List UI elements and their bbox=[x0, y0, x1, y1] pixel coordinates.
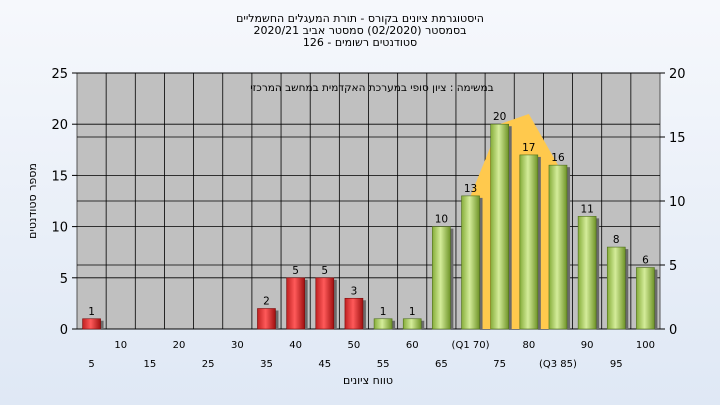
value-label: 3 bbox=[351, 285, 358, 297]
value-label: 1 bbox=[409, 306, 416, 318]
bar-60 bbox=[402, 318, 422, 330]
value-label: 5 bbox=[321, 265, 328, 277]
x-tick-label: (Q1 70) bbox=[452, 340, 490, 351]
x-tick-label: 5 bbox=[88, 359, 94, 370]
y-left-tick-label: 20 bbox=[51, 118, 68, 133]
value-label: 10 bbox=[435, 214, 448, 226]
value-label: 11 bbox=[580, 203, 593, 215]
bar-(Q1 70) bbox=[461, 195, 480, 330]
value-label: 13 bbox=[464, 183, 477, 195]
x-tick-label: 30 bbox=[231, 340, 244, 351]
x-tick-label: 75 bbox=[493, 359, 506, 370]
x-tick-label: 50 bbox=[348, 340, 361, 351]
bar-90 bbox=[577, 216, 597, 330]
value-label: 8 bbox=[613, 234, 620, 246]
bar-75 bbox=[490, 123, 509, 330]
value-label: 1 bbox=[380, 306, 387, 318]
bar-50 bbox=[344, 297, 364, 330]
chart-title-line-1: היסטוגרמת ציונים בקורס - תורת המעגלים הח… bbox=[236, 12, 484, 25]
bar-95 bbox=[606, 246, 626, 330]
y-right-tick-label: 5 bbox=[669, 259, 677, 274]
y-left-tick-label: 0 bbox=[60, 323, 68, 338]
y-left-tick-label: 10 bbox=[51, 221, 68, 236]
chart-title-line-3: סטודנטים רשומים - 126 bbox=[303, 36, 417, 49]
y-left-tick-label: 15 bbox=[51, 169, 68, 184]
y-left-tick-label: 5 bbox=[60, 272, 68, 287]
x-tick-label: 10 bbox=[114, 340, 127, 351]
y-right-tick-label: 20 bbox=[669, 67, 686, 82]
right-y-axis: 0 5 10 15 20 bbox=[660, 67, 686, 338]
chart-annotation: במשימה : ציון סופי במערכת האקדמית במחשב … bbox=[250, 82, 493, 94]
x-axis-label: טווח ציונים bbox=[343, 374, 393, 387]
value-label: 1 bbox=[88, 306, 95, 318]
chart-title-line-2: בסמסטר (02/2020) סמסטר אביב 2020/21 bbox=[253, 24, 466, 37]
x-tick-label: 25 bbox=[202, 359, 215, 370]
x-tick-label: 95 bbox=[610, 359, 623, 370]
bar-5 bbox=[82, 318, 101, 330]
y-right-tick-label: 0 bbox=[669, 323, 677, 338]
bar-80 bbox=[519, 154, 539, 330]
x-tick-label: 20 bbox=[173, 340, 186, 351]
x-tick-labels: 5 10 15 20 25 30 35 40 45 50 55 60 65 (Q1 70)75 80 (Q3 … bbox=[88, 340, 655, 370]
x-tick-label: 100 bbox=[636, 340, 655, 351]
x-tick-label: 40 bbox=[289, 340, 302, 351]
value-label: 5 bbox=[292, 265, 299, 277]
y-left-tick-label: 25 bbox=[51, 67, 68, 82]
y-axis-label: מספר סטודנטים bbox=[26, 163, 39, 239]
bar-(Q3 85) bbox=[548, 164, 568, 330]
value-label: 6 bbox=[642, 255, 649, 267]
x-tick-label: 80 bbox=[522, 340, 535, 351]
value-label: 20 bbox=[493, 111, 506, 123]
y-right-tick-label: 10 bbox=[669, 195, 686, 210]
gridlines bbox=[77, 72, 660, 330]
value-label: 17 bbox=[522, 142, 535, 154]
x-tick-label: 60 bbox=[406, 340, 419, 351]
y-right-tick-label: 15 bbox=[669, 131, 686, 146]
x-tick-label: 45 bbox=[318, 359, 331, 370]
bar-45 bbox=[315, 277, 335, 330]
x-tick-label: (Q3 85) bbox=[539, 359, 577, 370]
left-y-axis: 0 5 10 15 20 25 bbox=[51, 67, 77, 338]
value-label: 16 bbox=[551, 152, 565, 164]
bars bbox=[82, 123, 658, 330]
bar-40 bbox=[286, 277, 305, 330]
value-label: 2 bbox=[263, 296, 270, 308]
bar-55 bbox=[373, 318, 393, 330]
bar-100 bbox=[636, 267, 655, 330]
x-tick-label: 55 bbox=[377, 359, 390, 370]
x-tick-label: 15 bbox=[144, 359, 157, 370]
x-tick-label: 35 bbox=[260, 359, 273, 370]
bar-65 bbox=[432, 226, 451, 330]
bar-35 bbox=[257, 308, 276, 330]
x-tick-label: 65 bbox=[435, 359, 448, 370]
x-tick-label: 90 bbox=[581, 340, 594, 351]
